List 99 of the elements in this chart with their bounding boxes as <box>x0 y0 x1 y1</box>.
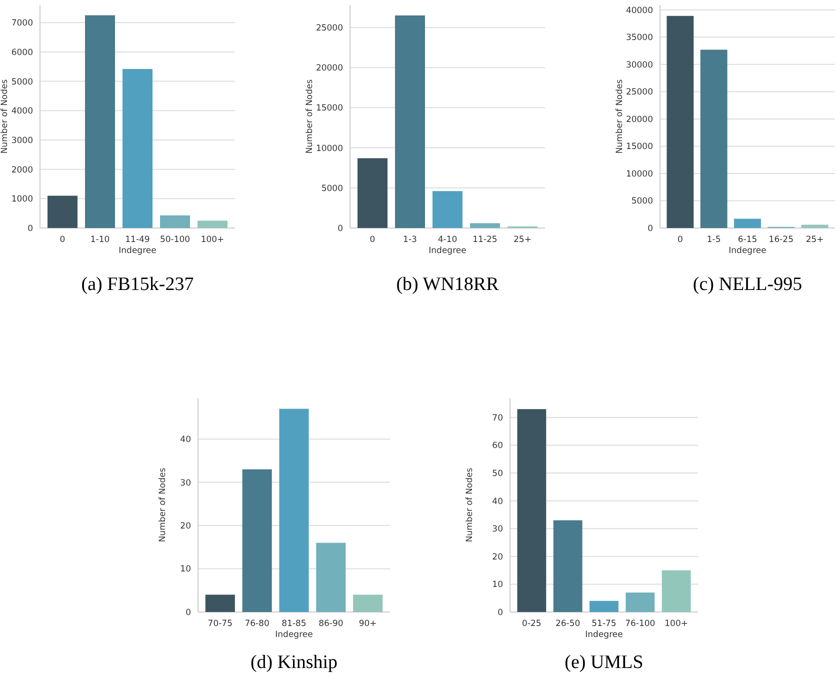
y-tick-label: 1000 <box>11 194 33 205</box>
bar <box>700 50 728 228</box>
y-axis-title: Number of Nodes <box>0 78 10 154</box>
y-tick-label: 6000 <box>11 48 33 58</box>
x-tick-label: 11-49 <box>125 235 150 245</box>
bar <box>553 520 582 612</box>
x-tick-label: 51-75 <box>592 619 616 629</box>
x-tick-label: 4-10 <box>438 235 458 245</box>
y-tick-label: 0 <box>186 608 191 618</box>
x-tick-label: 50-100 <box>160 235 190 245</box>
bar <box>122 68 152 228</box>
text: (a) FB15k-237 <box>81 274 194 295</box>
y-tick-label: 10 <box>492 580 503 590</box>
y-tick-label: 40 <box>492 496 503 507</box>
y-tick-label: 0 <box>28 224 33 234</box>
y-tick-label: 20000 <box>626 114 653 125</box>
y-tick-label: 30000 <box>626 60 653 70</box>
y-tick-label: 25000 <box>626 88 653 98</box>
x-tick-label: 70-75 <box>208 619 233 629</box>
x-tick-label: 0 <box>370 235 376 245</box>
x-tick-label: 100+ <box>664 619 688 629</box>
y-tick-label: 5000 <box>321 184 343 194</box>
x-tick-label: 76-100 <box>625 619 656 629</box>
y-tick-label: 40 <box>180 435 191 446</box>
bar <box>358 158 388 228</box>
bar <box>205 594 235 612</box>
x-tick-label: 16-25 <box>768 235 794 245</box>
text: (d) Kinship <box>250 652 338 673</box>
x-axis-title: Indegree <box>728 246 766 256</box>
x-tick-label: 1-5 <box>706 235 721 245</box>
y-tick-label: 35000 <box>626 33 653 44</box>
y-tick-label: 50 <box>492 469 503 480</box>
y-tick-label: 30 <box>492 524 503 535</box>
bar <box>395 15 425 228</box>
bar <box>198 220 228 228</box>
bar <box>242 469 272 612</box>
x-tick-label: 25+ <box>806 235 824 245</box>
y-tick-label: 10000 <box>316 144 343 154</box>
x-tick-label: 25+ <box>514 235 532 245</box>
bar <box>801 224 828 228</box>
x-tick-label: 76-80 <box>244 619 270 629</box>
y-tick-label: 30 <box>180 478 191 488</box>
y-tick-label: 0 <box>338 224 343 234</box>
y-tick-label: 15000 <box>626 142 653 152</box>
x-axis-title: Indegree <box>118 246 156 256</box>
x-tick-label: 26-50 <box>555 619 580 629</box>
y-tick-label: 0 <box>498 608 503 618</box>
bar <box>279 408 309 612</box>
bar <box>316 542 346 612</box>
x-tick-label: 81-85 <box>282 619 306 629</box>
y-axis-title: Number of Nodes <box>465 467 475 542</box>
x-tick-label: 90+ <box>358 619 377 629</box>
bar <box>470 223 500 228</box>
y-tick-label: 5000 <box>11 77 33 88</box>
y-tick-label: 60 <box>492 441 503 452</box>
y-axis-title: Number of Nodes <box>158 467 168 542</box>
x-tick-label: 1-10 <box>90 235 110 245</box>
x-tick-label: 86-90 <box>318 619 344 629</box>
x-axis-title: Indegree <box>428 246 466 256</box>
bar <box>590 600 618 612</box>
y-tick-label: 25000 <box>316 23 343 34</box>
y-tick-label: 15000 <box>316 104 343 114</box>
bar <box>85 15 115 228</box>
y-tick-label: 20 <box>492 552 503 562</box>
text: (c) NELL-995 <box>692 274 802 295</box>
y-tick-label: 4000 <box>11 106 33 117</box>
bar <box>48 196 78 228</box>
x-tick-label: 100+ <box>200 235 224 245</box>
bar <box>666 16 694 228</box>
text: (b) WN18RR <box>396 274 500 295</box>
text: (e) UMLS <box>564 652 644 673</box>
x-tick-label: 0-25 <box>522 619 542 629</box>
y-tick-label: 5000 <box>631 196 653 207</box>
x-tick-label: 11-25 <box>472 235 498 245</box>
bar <box>353 594 383 612</box>
x-tick-label: 0 <box>677 235 683 245</box>
y-tick-label: 20000 <box>316 64 343 74</box>
y-tick-label: 20 <box>180 522 191 532</box>
bar <box>432 191 462 228</box>
y-tick-label: 7000 <box>11 18 33 29</box>
bar <box>734 218 761 228</box>
x-tick-label: 1-3 <box>403 235 417 245</box>
bar <box>626 592 655 612</box>
x-axis-title: Indegree <box>585 630 623 640</box>
y-tick-label: 10 <box>180 564 191 575</box>
y-axis-title: Number of Nodes <box>615 78 625 154</box>
y-axis-title: Number of Nodes <box>305 78 315 154</box>
y-tick-label: 10000 <box>626 169 653 180</box>
bar <box>160 215 190 228</box>
y-tick-label: 40000 <box>626 6 653 16</box>
bar <box>662 570 691 612</box>
y-tick-label: 3000 <box>11 136 33 146</box>
x-axis-title: Indegree <box>275 630 313 640</box>
x-tick-label: 6-15 <box>738 235 758 245</box>
y-tick-label: 0 <box>648 224 653 234</box>
bar <box>517 409 546 612</box>
y-tick-label: 70 <box>492 413 503 424</box>
y-tick-label: 2000 <box>11 165 33 176</box>
x-tick-label: 0 <box>60 235 66 245</box>
